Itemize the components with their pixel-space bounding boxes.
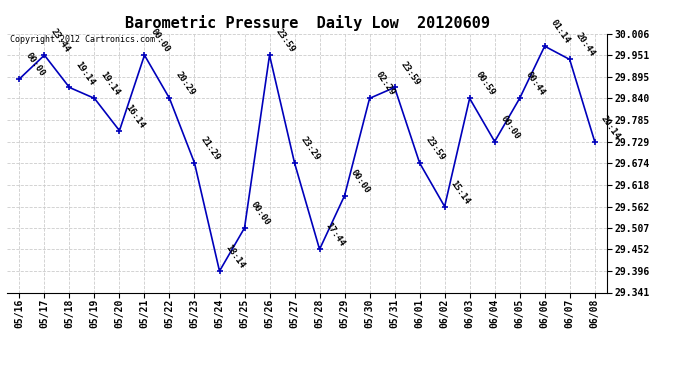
- Text: 21:29: 21:29: [199, 135, 221, 162]
- Text: 00:59: 00:59: [474, 70, 497, 98]
- Text: 23:59: 23:59: [399, 60, 422, 87]
- Text: 16:14: 16:14: [124, 103, 146, 130]
- Text: 18:14: 18:14: [224, 243, 246, 270]
- Text: Copyright 2012 Cartronics.com: Copyright 2012 Cartronics.com: [10, 35, 155, 44]
- Text: 00:00: 00:00: [23, 51, 46, 78]
- Text: 20:29: 20:29: [174, 70, 197, 98]
- Text: 23:44: 23:44: [48, 27, 71, 54]
- Text: 00:00: 00:00: [499, 114, 522, 141]
- Text: 19:14: 19:14: [74, 60, 97, 87]
- Text: 20:44: 20:44: [574, 32, 597, 58]
- Text: 23:59: 23:59: [424, 135, 446, 162]
- Text: 19:14: 19:14: [99, 70, 121, 98]
- Title: Barometric Pressure  Daily Low  20120609: Barometric Pressure Daily Low 20120609: [125, 15, 489, 31]
- Text: 23:59: 23:59: [274, 27, 297, 54]
- Text: 20:14: 20:14: [599, 114, 622, 141]
- Text: 15:14: 15:14: [448, 178, 471, 206]
- Text: 00:44: 00:44: [524, 70, 546, 98]
- Text: 00:00: 00:00: [248, 200, 271, 227]
- Text: 01:14: 01:14: [549, 18, 571, 45]
- Text: 02:29: 02:29: [374, 70, 397, 98]
- Text: 00:00: 00:00: [148, 27, 171, 54]
- Text: 23:29: 23:29: [299, 135, 322, 162]
- Text: 00:00: 00:00: [348, 168, 371, 195]
- Text: 17:44: 17:44: [324, 221, 346, 249]
